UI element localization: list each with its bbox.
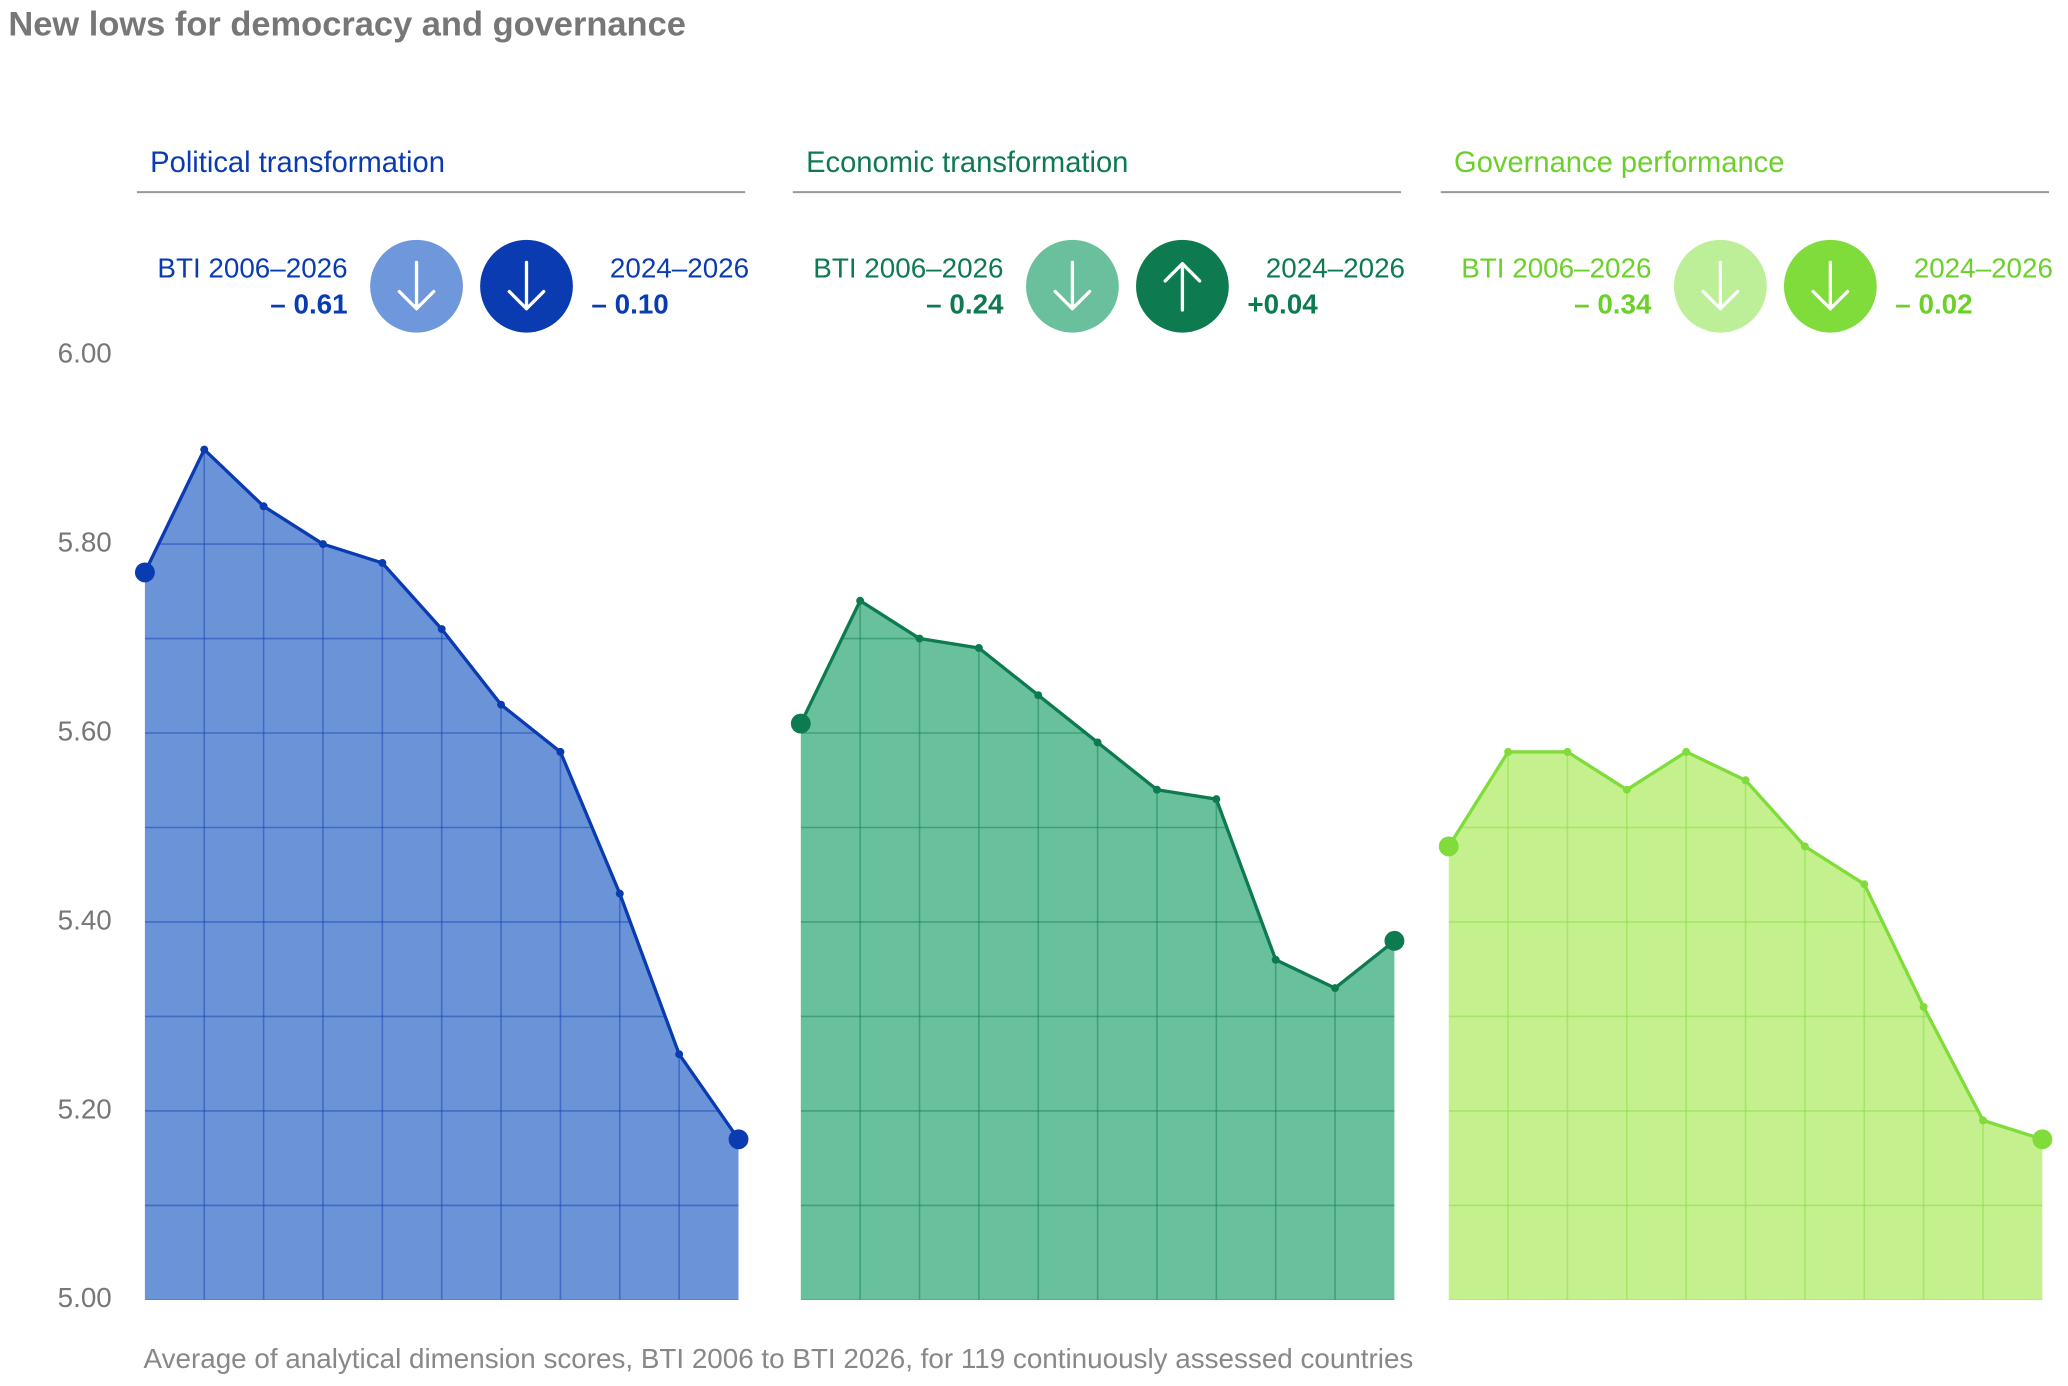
change-name: 2024–2026 bbox=[1266, 253, 1405, 284]
point bbox=[1331, 984, 1340, 993]
point bbox=[915, 634, 924, 643]
point bbox=[1860, 880, 1869, 889]
point bbox=[1093, 738, 1102, 747]
point bbox=[1152, 785, 1161, 794]
area bbox=[1448, 751, 2043, 1300]
arrow-icon bbox=[397, 260, 436, 311]
arrow-icon bbox=[1053, 260, 1092, 311]
y-tick-label: 6.00 bbox=[58, 337, 112, 368]
point bbox=[1271, 955, 1280, 964]
point bbox=[1384, 930, 1405, 951]
point bbox=[1034, 691, 1043, 700]
point bbox=[134, 562, 155, 583]
point bbox=[1212, 795, 1221, 804]
change-label: – 0.10 bbox=[591, 288, 668, 319]
point bbox=[2032, 1129, 2053, 1150]
point bbox=[437, 625, 446, 634]
point bbox=[615, 889, 624, 898]
arrow-icon bbox=[1811, 260, 1850, 311]
panel-title: Political transformation bbox=[150, 147, 445, 179]
point bbox=[1800, 842, 1809, 851]
area bbox=[800, 600, 1395, 1300]
panel-title: Governance performance bbox=[1454, 147, 1784, 179]
arrow-icon bbox=[1163, 262, 1202, 312]
change-label: +0.04 bbox=[1247, 288, 1318, 319]
point bbox=[1563, 747, 1572, 756]
change-label: – 0.34 bbox=[1574, 288, 1652, 319]
point bbox=[1438, 836, 1459, 857]
change-name: BTI 2006–2026 bbox=[1461, 253, 1651, 284]
point bbox=[259, 502, 268, 511]
point bbox=[556, 747, 565, 756]
point bbox=[728, 1129, 749, 1150]
point bbox=[974, 644, 983, 652]
arrow-icon bbox=[1701, 260, 1740, 311]
change-label: – 0.02 bbox=[1895, 288, 1972, 319]
y-tick-label: 5.20 bbox=[58, 1093, 112, 1124]
point bbox=[1979, 1116, 1987, 1125]
point bbox=[1682, 747, 1691, 756]
area bbox=[144, 449, 739, 1300]
point bbox=[497, 700, 506, 709]
change-label: – 0.61 bbox=[270, 288, 347, 319]
change-name: BTI 2006–2026 bbox=[157, 253, 347, 284]
y-tick-label: 5.80 bbox=[58, 526, 112, 557]
change-name: 2024–2026 bbox=[1914, 253, 2053, 284]
point bbox=[200, 445, 209, 454]
chart-title: New lows for democracy and governance bbox=[8, 6, 685, 44]
panel-title: Economic transformation bbox=[806, 147, 1128, 179]
arrow-icon bbox=[507, 260, 546, 311]
point bbox=[675, 1050, 684, 1059]
point bbox=[319, 540, 327, 549]
grid bbox=[800, 600, 1395, 1300]
point bbox=[1919, 1003, 1928, 1011]
change-name: BTI 2006–2026 bbox=[813, 253, 1003, 284]
point bbox=[1622, 785, 1631, 794]
point bbox=[1504, 747, 1513, 756]
footnote: Average of analytical dimension scores, … bbox=[144, 1343, 1414, 1374]
point bbox=[790, 713, 811, 734]
point bbox=[1741, 776, 1750, 785]
point bbox=[856, 596, 865, 605]
y-tick-label: 5.60 bbox=[58, 715, 112, 746]
change-name: 2024–2026 bbox=[610, 253, 749, 284]
y-tick-label: 5.40 bbox=[58, 904, 112, 935]
change-label: – 0.24 bbox=[926, 288, 1004, 319]
y-tick-label: 5.00 bbox=[58, 1282, 112, 1313]
point bbox=[378, 558, 387, 567]
